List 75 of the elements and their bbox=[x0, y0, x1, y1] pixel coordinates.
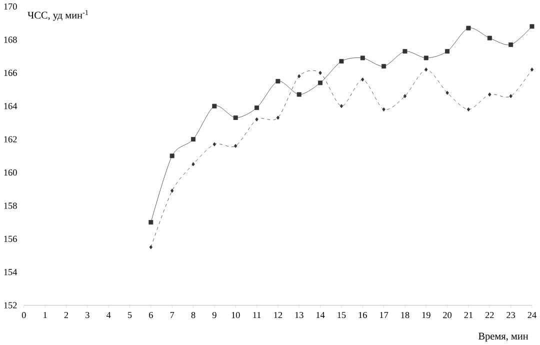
y-tick-label: 160 bbox=[4, 169, 17, 176]
point bbox=[488, 92, 492, 96]
point bbox=[487, 36, 492, 40]
x-tick-label: 22 bbox=[485, 312, 494, 318]
y-tick-label: 162 bbox=[4, 136, 17, 142]
point bbox=[254, 105, 260, 110]
point bbox=[255, 117, 258, 122]
point bbox=[276, 78, 280, 84]
point bbox=[340, 104, 344, 108]
x-tick-label: 7 bbox=[170, 312, 174, 318]
point bbox=[148, 220, 154, 224]
point bbox=[318, 70, 322, 75]
y-tick-label: 156 bbox=[4, 236, 17, 242]
x-tick-label: 24 bbox=[528, 312, 536, 318]
point bbox=[403, 94, 407, 98]
x-tick-label: 14 bbox=[316, 312, 325, 318]
point bbox=[445, 49, 450, 54]
point bbox=[170, 154, 174, 158]
x-tick-label: 16 bbox=[358, 312, 367, 318]
x-tick-label: 9 bbox=[212, 312, 216, 318]
point bbox=[318, 80, 323, 86]
y-tick-label: 164 bbox=[4, 102, 18, 110]
point bbox=[276, 116, 280, 120]
x-tick-label: 0 bbox=[22, 312, 26, 318]
x-tick-label: 12 bbox=[274, 312, 282, 318]
point bbox=[361, 77, 364, 82]
x-tick-label: 11 bbox=[253, 312, 261, 318]
x-tick-label: 4 bbox=[106, 312, 111, 318]
y-tick-label: 152 bbox=[4, 302, 17, 308]
point bbox=[192, 162, 195, 166]
y-tick-label: 170 bbox=[4, 3, 17, 10]
x-tick-label: 2 bbox=[64, 312, 68, 318]
point bbox=[234, 144, 238, 148]
point bbox=[296, 92, 302, 97]
point bbox=[149, 245, 153, 250]
point bbox=[212, 142, 216, 146]
x-tick-label: 23 bbox=[506, 312, 516, 318]
point bbox=[170, 188, 174, 193]
point bbox=[466, 107, 470, 112]
y-axis-title: ЧСС, уд мин$^{-1}$ bbox=[28, 10, 88, 21]
x-tick-label: 1 bbox=[44, 312, 47, 318]
x-tick-label: 3 bbox=[86, 312, 90, 318]
point bbox=[191, 137, 196, 142]
point bbox=[382, 107, 386, 112]
point bbox=[339, 59, 344, 64]
y-tick-label: 158 bbox=[4, 202, 17, 209]
point bbox=[530, 24, 534, 29]
x-tick-label: 17 bbox=[380, 312, 388, 318]
x-tick-label: 18 bbox=[401, 312, 410, 318]
point bbox=[424, 56, 428, 60]
point bbox=[233, 115, 238, 120]
x-tick-label: 15 bbox=[338, 312, 346, 318]
y-tick-label: 154 bbox=[4, 268, 18, 276]
point bbox=[508, 42, 514, 47]
x-axis-title: Время, мин bbox=[478, 332, 528, 342]
x-tick-label: 5 bbox=[128, 312, 132, 318]
point bbox=[298, 74, 301, 78]
point bbox=[424, 68, 428, 72]
point bbox=[382, 64, 386, 68]
point bbox=[530, 68, 534, 72]
x-tick-label: 20 bbox=[443, 312, 452, 318]
point bbox=[360, 56, 365, 60]
y-tick-label: 168 bbox=[4, 36, 17, 43]
x-tick-label: 13 bbox=[295, 312, 304, 318]
point bbox=[466, 26, 471, 30]
y-tick-label: 166 bbox=[4, 70, 17, 76]
x-tick-label: 10 bbox=[232, 312, 240, 318]
x-tick-label: 8 bbox=[191, 312, 196, 318]
point bbox=[509, 94, 512, 98]
x-tick-label: 19 bbox=[422, 312, 430, 318]
point bbox=[446, 90, 449, 95]
point bbox=[212, 104, 217, 108]
point bbox=[402, 49, 408, 54]
x-tick-label: 21 bbox=[464, 312, 473, 318]
x-tick-label: 6 bbox=[149, 312, 153, 318]
